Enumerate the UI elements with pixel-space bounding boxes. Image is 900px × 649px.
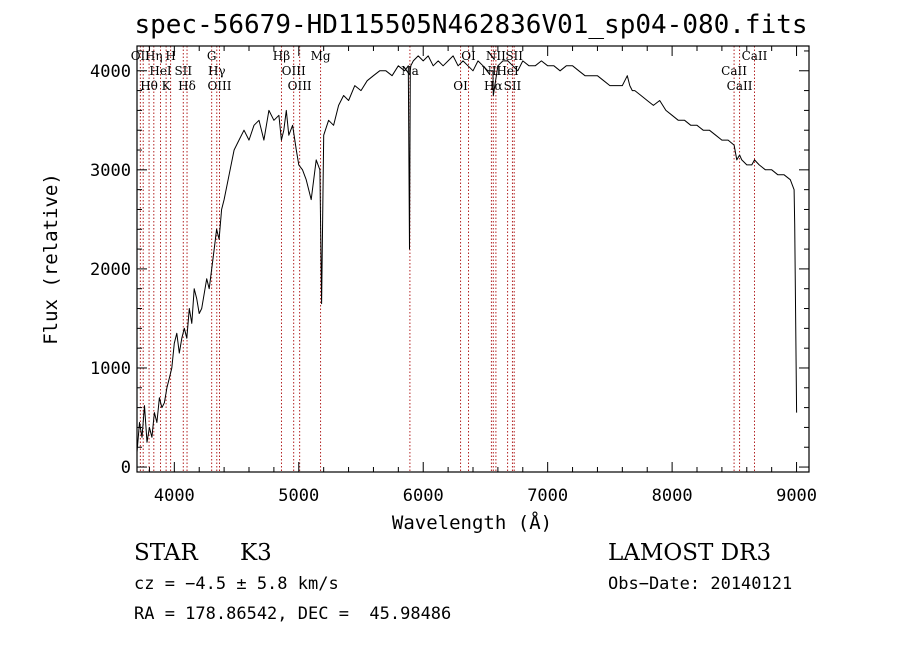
- spectral-line-labels: OIIHθHηHeIKHSIIHδGHγOIIIHβOIIIOIIIMgNaOI…: [131, 49, 768, 93]
- spectral-line-label: HeI: [496, 64, 519, 78]
- redshift-velocity: cz = −4.5 ± 5.8 km/s: [134, 574, 339, 594]
- spectral-line-label: H: [165, 49, 175, 63]
- y-axis-ticks: 0 1000 2000 3000 4000: [90, 50, 809, 478]
- spectral-line-label: Mg: [311, 49, 331, 63]
- x-tick-label: 6000: [403, 486, 444, 506]
- spectral-line-label: SII: [504, 79, 522, 93]
- x-tick-label: 9000: [776, 486, 817, 506]
- spectral-line-label: K: [162, 79, 172, 93]
- spectral-line-label: G: [207, 49, 217, 63]
- spectral-line-label: SII: [174, 64, 192, 78]
- x-tick-label: 5000: [278, 486, 319, 506]
- y-tick-label: 1000: [90, 359, 131, 379]
- y-tick-label: 2000: [90, 260, 131, 280]
- spectral-line-label: CaII: [721, 64, 747, 78]
- y-axis-label: Flux (relative): [40, 173, 62, 345]
- spectral-line-label: CaII: [727, 79, 753, 93]
- flux-spectrum-line: [136, 55, 798, 453]
- spectral-line-label: Hθ: [140, 79, 158, 93]
- survey-name: LAMOST DR3: [608, 540, 772, 566]
- spectral-line-label: Hγ: [208, 64, 226, 78]
- coordinates: RA = 178.86542, DEC = 45.98486: [134, 604, 452, 624]
- spectral-line-label: Hη: [145, 49, 163, 63]
- object-subclass: K3: [240, 540, 272, 566]
- spectral-line-markers: [139, 46, 755, 472]
- spectral-line-label: SII: [505, 49, 523, 63]
- plot-frame: [136, 45, 810, 473]
- spectral-line-label: Hβ: [273, 49, 290, 63]
- spectral-line-label: OIII: [282, 64, 306, 78]
- spectral-line-label: OIII: [288, 79, 312, 93]
- spectral-line-label: OII: [131, 49, 151, 63]
- object-class: STAR: [134, 540, 198, 566]
- observation-date: Obs−Date: 20140121: [608, 574, 793, 594]
- chart-title: spec-56679-HD115505N462836V01_sp04-080.f…: [134, 10, 807, 40]
- spectral-line-label: CaII: [742, 49, 768, 63]
- spectral-line-label: OIII: [207, 79, 231, 93]
- x-axis-label: Wavelength (Å): [392, 511, 552, 534]
- spectral-line-label: OI: [461, 49, 476, 63]
- x-tick-label: 8000: [652, 486, 693, 506]
- spectral-line-label: HeI: [149, 64, 172, 78]
- x-tick-label: 4000: [154, 486, 195, 506]
- spectral-line-label: NII: [486, 49, 506, 63]
- y-tick-label: 0: [121, 458, 131, 478]
- spectral-line-label: Hδ: [178, 79, 196, 93]
- y-tick-label: 4000: [90, 62, 131, 82]
- spectral-line-label: OI: [453, 79, 468, 93]
- x-tick-label: 7000: [527, 486, 568, 506]
- x-axis-ticks: 4000 5000 6000 7000 8000 9000: [148, 46, 817, 506]
- y-tick-label: 3000: [90, 161, 131, 181]
